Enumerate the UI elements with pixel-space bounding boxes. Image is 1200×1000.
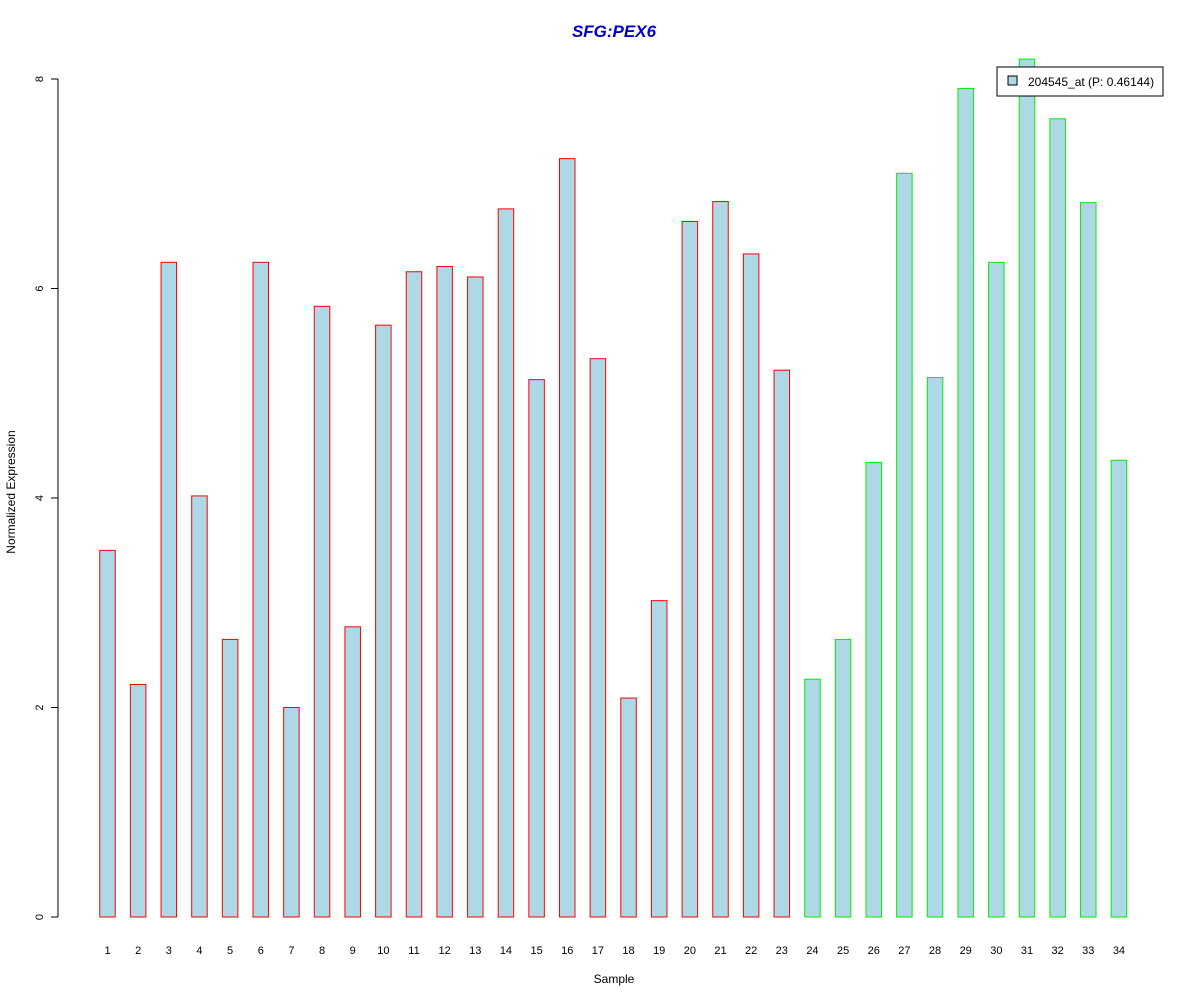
x-tick-label: 5 bbox=[227, 945, 233, 957]
x-tick-label: 33 bbox=[1082, 945, 1094, 957]
y-tick-label: 8 bbox=[34, 76, 46, 82]
x-tick-label: 21 bbox=[714, 945, 726, 957]
bar-sample-7 bbox=[283, 707, 300, 918]
bar-sample-24 bbox=[804, 678, 821, 918]
bar-sample-12 bbox=[436, 266, 453, 918]
x-tick-label: 14 bbox=[500, 945, 512, 957]
bar-sample-18 bbox=[620, 697, 637, 918]
x-tick-label: 24 bbox=[806, 945, 818, 957]
bar-sample-28 bbox=[926, 377, 944, 918]
x-tick-label: 4 bbox=[196, 945, 202, 957]
x-tick-label: 28 bbox=[929, 945, 941, 957]
x-tick-label: 7 bbox=[288, 945, 294, 957]
x-tick-label: 17 bbox=[592, 945, 604, 957]
bar-sample-11 bbox=[405, 271, 423, 918]
bar-sample-30 bbox=[988, 261, 1005, 918]
x-tick-label: 1 bbox=[104, 945, 110, 957]
bar-sample-26 bbox=[865, 461, 882, 918]
x-tick-label: 16 bbox=[561, 945, 573, 957]
bar-sample-17 bbox=[589, 358, 607, 918]
bar-sample-10 bbox=[375, 324, 392, 918]
x-tick-label: 12 bbox=[439, 945, 451, 957]
chart-title: SFG:PEX6 bbox=[572, 22, 657, 41]
bar-sample-19 bbox=[650, 600, 668, 918]
x-tick-label: 8 bbox=[319, 945, 325, 957]
bar-sample-21 bbox=[712, 201, 729, 918]
bar-sample-8 bbox=[313, 305, 331, 918]
x-tick-label: 13 bbox=[469, 945, 481, 957]
bar-sample-25 bbox=[834, 638, 852, 918]
bar-sample-23 bbox=[773, 369, 791, 918]
y-tick-label: 0 bbox=[34, 914, 46, 920]
bar-sample-16 bbox=[559, 158, 576, 918]
bar-sample-15 bbox=[528, 379, 545, 918]
x-tick-label: 32 bbox=[1052, 945, 1064, 957]
x-axis-label: Sample bbox=[594, 972, 635, 986]
x-tick-label: 11 bbox=[408, 945, 419, 957]
x-tick-label: 23 bbox=[776, 945, 788, 957]
bar-sample-20 bbox=[681, 220, 699, 918]
x-tick-label: 30 bbox=[990, 945, 1002, 957]
x-tick-label: 10 bbox=[377, 945, 389, 957]
bar-sample-6 bbox=[252, 261, 269, 918]
legend-entry-label: 204545_at (P: 0.46144) bbox=[1028, 75, 1154, 89]
legend-swatch bbox=[1007, 75, 1018, 86]
bar-sample-3 bbox=[160, 261, 178, 918]
y-tick-label: 2 bbox=[34, 704, 46, 710]
bar-sample-29 bbox=[957, 87, 974, 918]
x-tick-label: 27 bbox=[898, 945, 910, 957]
bar-sample-32 bbox=[1049, 118, 1066, 918]
x-axis-tick-labels: 1 2 3 4 5 6 7 8 9 10 11 12 13 14 15 16 17 18 19 20 21 22 23 24 2… bbox=[104, 945, 1125, 957]
legend-box bbox=[996, 66, 1164, 97]
x-tick-label: 29 bbox=[960, 945, 972, 957]
bars bbox=[99, 58, 1128, 918]
bar-sample-13 bbox=[467, 276, 484, 918]
x-tick-label: 9 bbox=[350, 945, 356, 957]
bar-sample-22 bbox=[742, 253, 760, 918]
bar-sample-33 bbox=[1080, 202, 1097, 918]
x-tick-label: 3 bbox=[166, 945, 172, 957]
x-tick-label: 19 bbox=[653, 945, 665, 957]
x-tick-label: 15 bbox=[530, 945, 542, 957]
x-tick-label: 18 bbox=[622, 945, 634, 957]
bar-sample-14 bbox=[497, 208, 515, 918]
bar-sample-4 bbox=[191, 495, 208, 918]
x-tick-label: 25 bbox=[837, 945, 849, 957]
x-tick-label: 34 bbox=[1113, 945, 1125, 957]
x-tick-label: 26 bbox=[868, 945, 880, 957]
x-tick-label: 6 bbox=[258, 945, 264, 957]
bar-sample-2 bbox=[129, 683, 147, 918]
bar-sample-9 bbox=[344, 626, 361, 918]
y-axis: 0 2 4 6 8 bbox=[34, 76, 59, 920]
y-tick-label: 6 bbox=[34, 285, 46, 291]
bar-sample-34 bbox=[1110, 459, 1128, 918]
y-tick-label: 4 bbox=[34, 495, 46, 501]
x-tick-label: 20 bbox=[684, 945, 696, 957]
x-tick-label: 31 bbox=[1021, 945, 1033, 957]
y-axis-label: Normalized Expression bbox=[4, 430, 18, 553]
bar-sample-1 bbox=[99, 549, 116, 918]
x-tick-label: 22 bbox=[745, 945, 757, 957]
bar-sample-27 bbox=[896, 172, 913, 918]
bar-sample-31 bbox=[1018, 58, 1036, 918]
bar-sample-5 bbox=[221, 638, 239, 918]
x-tick-label: 2 bbox=[135, 945, 141, 957]
legend: 204545_at (P: 0.46144) bbox=[996, 66, 1164, 97]
